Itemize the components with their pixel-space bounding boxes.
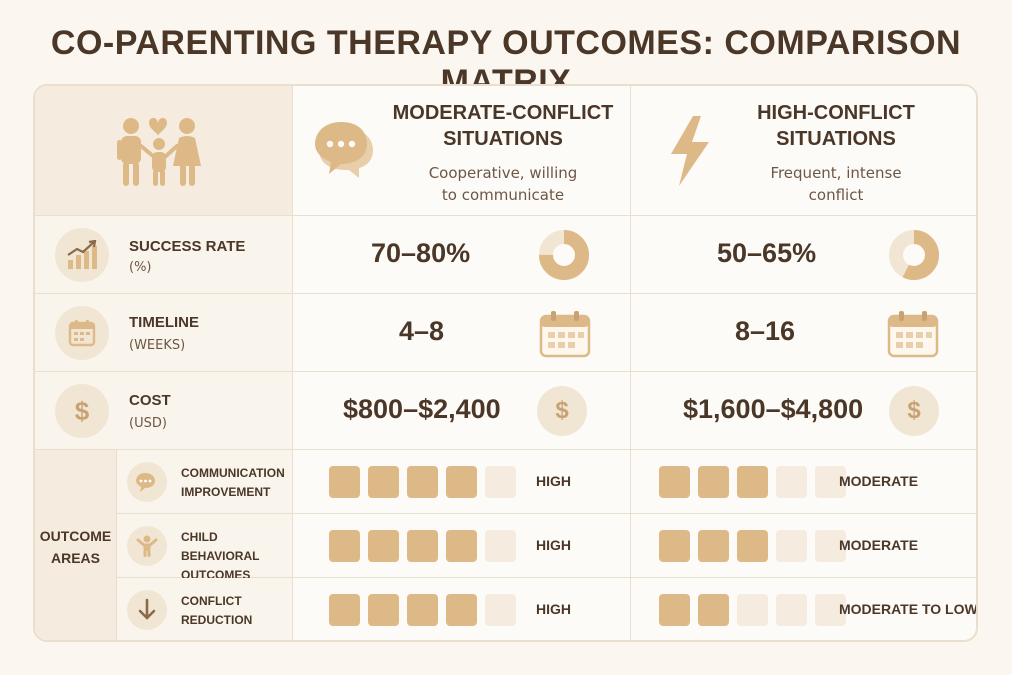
comparison-matrix: MODERATE-CONFLICT SITUATIONS Cooperative… — [33, 84, 978, 642]
rating-block-filled — [737, 530, 768, 562]
success-rate-high: 50–65% — [717, 238, 817, 268]
outcome-row-communication: COMMUNICATION IMPROVEMENT HIGH MODERATE — [117, 450, 976, 514]
calendar-icon — [539, 311, 591, 358]
rating-block-filled — [737, 466, 768, 498]
donut-chart-high — [889, 230, 939, 280]
outcome-row-conflict-reduction: CONFLICT REDUCTION HIGH MODERATE TO LOW — [117, 578, 978, 640]
calendar-icon — [55, 306, 109, 360]
growth-chart-icon — [55, 228, 109, 282]
high-title-line1: HIGH-CONFLICT — [757, 102, 915, 124]
success-rate-moderate: 70–80% — [371, 238, 471, 268]
level-child-moderate: HIGH — [536, 537, 571, 553]
communication-label-line1: COMMUNICATION — [181, 466, 285, 480]
rating-block-filled — [407, 530, 438, 562]
high-subtitle-line2: conflict — [808, 186, 864, 204]
calendar-icon — [887, 311, 939, 358]
communication-label-line2: IMPROVEMENT — [181, 485, 271, 499]
rating-block-filled — [446, 530, 477, 562]
timeline-unit: (WEEKS) — [129, 338, 186, 353]
outcome-row-child-behavioral: CHILD BEHAVIORAL OUTCOMES HIGH MODERATE — [117, 514, 976, 582]
high-subtitle-line1: Frequent, intense — [770, 164, 902, 182]
success-rate-row: SUCCESS RATE (%) 70–80% 50–65% — [35, 216, 976, 294]
cost-unit: (USD) — [129, 416, 167, 431]
dollar-icon: $ — [889, 386, 939, 436]
chat-bubbles-icon — [315, 122, 373, 178]
moderate-subtitle-line2: to communicate — [441, 186, 565, 204]
moderate-title-line1: MODERATE-CONFLICT — [392, 102, 614, 124]
rating-block-filled — [698, 594, 729, 626]
conflict-reduction-label-line2: REDUCTION — [181, 613, 253, 627]
rating-block-filled — [446, 594, 477, 626]
family-heart-icon — [117, 117, 201, 186]
chat-icon — [127, 462, 167, 502]
rating-block-empty — [485, 530, 516, 562]
rating-block-empty — [776, 530, 807, 562]
timeline-moderate: 4–8 — [399, 316, 445, 346]
rating-block-filled — [659, 594, 690, 626]
level-communication-high: MODERATE — [839, 473, 919, 489]
rating-block-empty — [815, 594, 846, 626]
rating-block-filled — [698, 466, 729, 498]
moderate-subtitle-line1: Cooperative, willing — [428, 164, 578, 182]
outcome-areas-label: OUTCOME AREAS — [35, 450, 117, 640]
rating-block-filled — [329, 530, 360, 562]
rating-block-filled — [407, 466, 438, 498]
dollar-icon: $ — [537, 386, 587, 436]
level-conflict-high: MODERATE TO LOW — [839, 601, 978, 617]
cost-moderate: $800–$2,400 — [343, 394, 501, 424]
rating-block-filled — [368, 530, 399, 562]
column-header-high: HIGH-CONFLICT SITUATIONS Frequent, inten… — [631, 86, 976, 216]
header-icon-cell — [35, 86, 293, 216]
rating-block-filled — [407, 594, 438, 626]
rating-block-filled — [368, 594, 399, 626]
rating-blocks-child-moderate — [329, 530, 516, 562]
donut-chart-moderate — [539, 230, 589, 280]
rating-block-filled — [446, 466, 477, 498]
rating-blocks-conflict-moderate — [329, 594, 516, 626]
rating-block-empty — [737, 594, 768, 626]
cost-row: $ COST (USD) $800–$2,400 $ $1,600–$4,800… — [35, 372, 976, 450]
rating-block-empty — [776, 594, 807, 626]
column-header-moderate: MODERATE-CONFLICT SITUATIONS Cooperative… — [293, 86, 631, 216]
rating-block-filled — [698, 530, 729, 562]
rating-block-empty — [485, 594, 516, 626]
level-child-high: MODERATE — [839, 537, 919, 553]
timeline-high: 8–16 — [735, 316, 796, 346]
cost-label: COST — [129, 392, 171, 409]
rating-block-empty — [776, 466, 807, 498]
outcome-section: OUTCOME AREAS COMMUNICATION IMPROVEMENT … — [35, 450, 978, 640]
rating-blocks-child-high — [659, 530, 846, 562]
child-behavioral-label-line1: CHILD BEHAVIORAL — [181, 530, 260, 563]
dollar-icon: $ — [55, 384, 109, 438]
rating-block-filled — [329, 466, 360, 498]
timeline-label: TIMELINE — [129, 314, 199, 331]
rating-block-filled — [659, 466, 690, 498]
rating-block-empty — [485, 466, 516, 498]
rating-block-filled — [659, 530, 690, 562]
lightning-icon — [671, 116, 709, 186]
timeline-row: TIMELINE (WEEKS) 4–8 8–16 — [35, 294, 976, 372]
cost-high: $1,600–$4,800 — [683, 394, 864, 424]
success-rate-label: SUCCESS RATE — [129, 238, 246, 255]
rating-blocks-conflict-high — [659, 594, 846, 626]
arrow-down-icon — [127, 590, 167, 630]
level-communication-moderate: HIGH — [536, 473, 571, 489]
rating-block-empty — [815, 466, 846, 498]
high-title-line2: SITUATIONS — [776, 128, 896, 150]
outcome-areas-line1: OUTCOME — [39, 528, 112, 544]
success-rate-unit: (%) — [129, 260, 152, 275]
level-conflict-moderate: HIGH — [536, 601, 571, 617]
rating-blocks-communication-high — [659, 466, 846, 498]
rating-block-filled — [368, 466, 399, 498]
child-icon — [127, 526, 167, 566]
conflict-reduction-label-line1: CONFLICT — [181, 594, 242, 608]
rating-blocks-communication-moderate — [329, 466, 516, 498]
rating-block-filled — [329, 594, 360, 626]
rating-block-empty — [815, 530, 846, 562]
moderate-title-line2: SITUATIONS — [443, 128, 563, 150]
page-title: CO-PARENTING THERAPY OUTCOMES: COMPARISO… — [50, 24, 962, 101]
outcome-areas-line2: AREAS — [50, 550, 100, 566]
